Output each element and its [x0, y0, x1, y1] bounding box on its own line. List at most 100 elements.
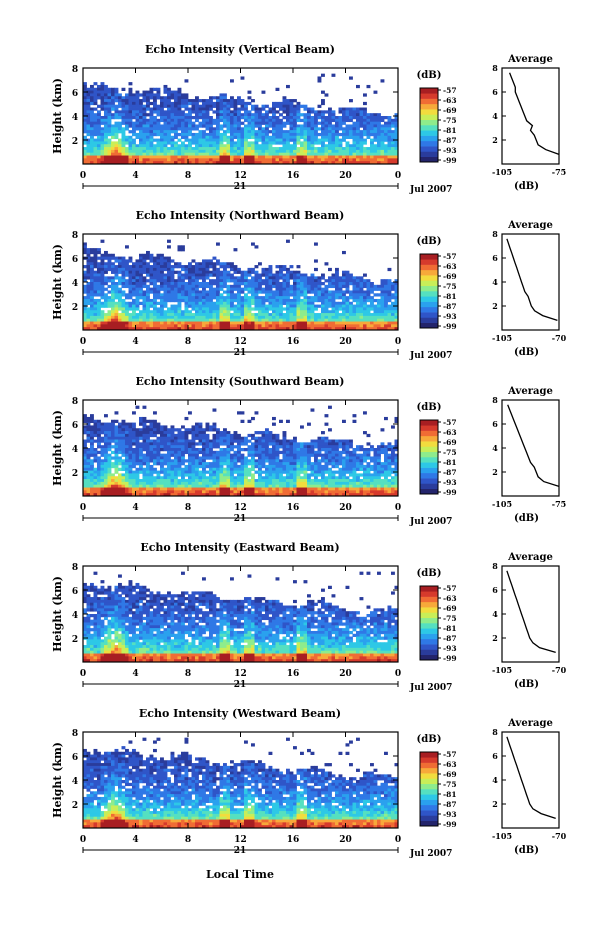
- colorbar-swatch: [420, 109, 438, 115]
- colorbar-tick-label: -99: [443, 820, 457, 829]
- colorbar-swatch: [420, 93, 438, 99]
- heatmap-cells: [83, 239, 399, 331]
- y-tick-label: 4: [72, 611, 78, 621]
- y-tick-label: 8: [72, 563, 78, 573]
- panel-5: Echo Intensity (Westward Beam) 8 6 4 2 Height…: [51, 707, 567, 859]
- colorbar-swatch: [420, 467, 438, 474]
- profile-x-label: (dB): [514, 679, 539, 690]
- profile-y-tick-label: 6: [492, 419, 498, 429]
- profile-x-tick-label: -70: [552, 665, 567, 675]
- colorbar-swatch: [420, 151, 438, 158]
- x-tick-label: 16: [287, 835, 300, 845]
- colorbar-swatch: [420, 125, 438, 131]
- profile-y-tick-label: 2: [492, 799, 498, 809]
- y-axis-label: Height (km): [51, 742, 64, 818]
- x-tick-label: 0: [395, 669, 401, 679]
- colorbar-tick-label: -87: [443, 634, 457, 643]
- colorbar-tick-label: -69: [443, 106, 457, 115]
- colorbar-tick-label: -75: [443, 116, 457, 125]
- profile-x-tick-label: -70: [552, 333, 567, 343]
- colorbar-tick-label: -81: [443, 458, 457, 467]
- colorbar-tick-label: -69: [443, 438, 457, 447]
- colorbar-frame: [419, 751, 439, 827]
- colorbar-tick-label: -57: [443, 86, 457, 95]
- colorbar-swatch: [420, 322, 438, 329]
- colorbar-tick-label: -63: [443, 96, 457, 105]
- colorbar-tick-label: -87: [443, 800, 457, 809]
- panel-title: Echo Intensity (Vertical Beam): [145, 43, 335, 56]
- profile-x-tick-label: -105: [492, 167, 512, 177]
- profile-y-tick-label: 8: [492, 395, 498, 405]
- x-tick-label: 8: [185, 337, 191, 347]
- colorbar-tick-label: -57: [443, 584, 457, 593]
- x-tick-label: 4: [132, 669, 138, 679]
- colorbar: -57-63-69-75-81-87-93-99: [419, 750, 457, 829]
- y-tick-label: 2: [72, 137, 78, 147]
- colorbar-swatch: [420, 441, 438, 447]
- profile-title: Average: [507, 386, 553, 397]
- colorbar-unit: (dB): [417, 734, 442, 745]
- colorbar-swatch: [420, 146, 438, 152]
- colorbar-swatch: [420, 88, 438, 94]
- y-tick-label: 8: [72, 231, 78, 241]
- x-tick-label: 4: [132, 171, 138, 181]
- colorbar: -57-63-69-75-81-87-93-99: [419, 86, 457, 165]
- y-tick-label: 2: [72, 303, 78, 313]
- colorbar-swatch: [420, 119, 438, 126]
- profile-x-tick-label: -105: [492, 499, 512, 509]
- colorbar-tick-label: -69: [443, 272, 457, 281]
- x-tick-label: 0: [395, 171, 401, 181]
- colorbar-swatch: [420, 312, 438, 318]
- panel-title: Echo Intensity (Westward Beam): [139, 707, 341, 720]
- colorbar-unit: (dB): [417, 70, 442, 81]
- colorbar-swatch: [420, 317, 438, 324]
- y-tick-label: 2: [72, 635, 78, 645]
- colorbar-tick-label: -93: [443, 644, 457, 653]
- colorbar-tick-label: -99: [443, 156, 457, 165]
- colorbar-swatch: [420, 259, 438, 265]
- colorbar-swatch: [420, 586, 438, 592]
- colorbar-swatch: [420, 815, 438, 822]
- x-tick-label: 12: [234, 669, 247, 679]
- day-label: 21: [234, 846, 247, 856]
- colorbar: -57-63-69-75-81-87-93-99: [419, 418, 457, 497]
- profile-line: [507, 404, 560, 488]
- x-tick-label: 4: [132, 835, 138, 845]
- y-tick-label: 4: [72, 777, 78, 787]
- y-tick-label: 8: [72, 65, 78, 75]
- y-tick-label: 4: [72, 445, 78, 455]
- profile-y-tick-label: 2: [492, 633, 498, 643]
- colorbar-swatch: [420, 773, 438, 779]
- colorbar-swatch: [420, 135, 438, 142]
- date-label: Jul 2007: [409, 683, 452, 693]
- colorbar-swatch: [420, 654, 438, 661]
- panel-title: Echo Intensity (Southward Beam): [136, 375, 345, 388]
- colorbar-swatch: [420, 280, 438, 287]
- x-tick-label: 20: [339, 669, 352, 679]
- y-tick-label: 6: [72, 255, 78, 265]
- panel-4: Echo Intensity (Eastward Beam) 8 6 4 2 Height…: [51, 541, 567, 693]
- profile-x-tick-label: -105: [492, 665, 512, 675]
- profile-x-label: (dB): [514, 845, 539, 856]
- heatmap-cells: [83, 73, 399, 165]
- colorbar-swatch: [420, 275, 438, 281]
- colorbar-swatch: [420, 799, 438, 806]
- colorbar-swatch: [420, 757, 438, 763]
- profile-y-tick-label: 4: [492, 609, 498, 619]
- colorbar-tick-label: -87: [443, 468, 457, 477]
- x-tick-label: 8: [185, 835, 191, 845]
- x-tick-label: 20: [339, 503, 352, 513]
- colorbar-swatch: [420, 462, 438, 468]
- colorbar-swatch: [420, 591, 438, 597]
- heatmap-cells: [83, 571, 399, 663]
- y-tick-label: 4: [72, 113, 78, 123]
- x-tick-label: 0: [80, 669, 86, 679]
- colorbar-swatch: [420, 430, 438, 437]
- date-label: Jul 2007: [409, 185, 452, 195]
- date-label: Jul 2007: [409, 517, 452, 527]
- y-tick-label: 8: [72, 729, 78, 739]
- x-tick-label: 16: [287, 337, 300, 347]
- profile-y-tick-label: 8: [492, 63, 498, 73]
- colorbar-swatch: [420, 767, 438, 774]
- profile-y-tick-label: 2: [492, 467, 498, 477]
